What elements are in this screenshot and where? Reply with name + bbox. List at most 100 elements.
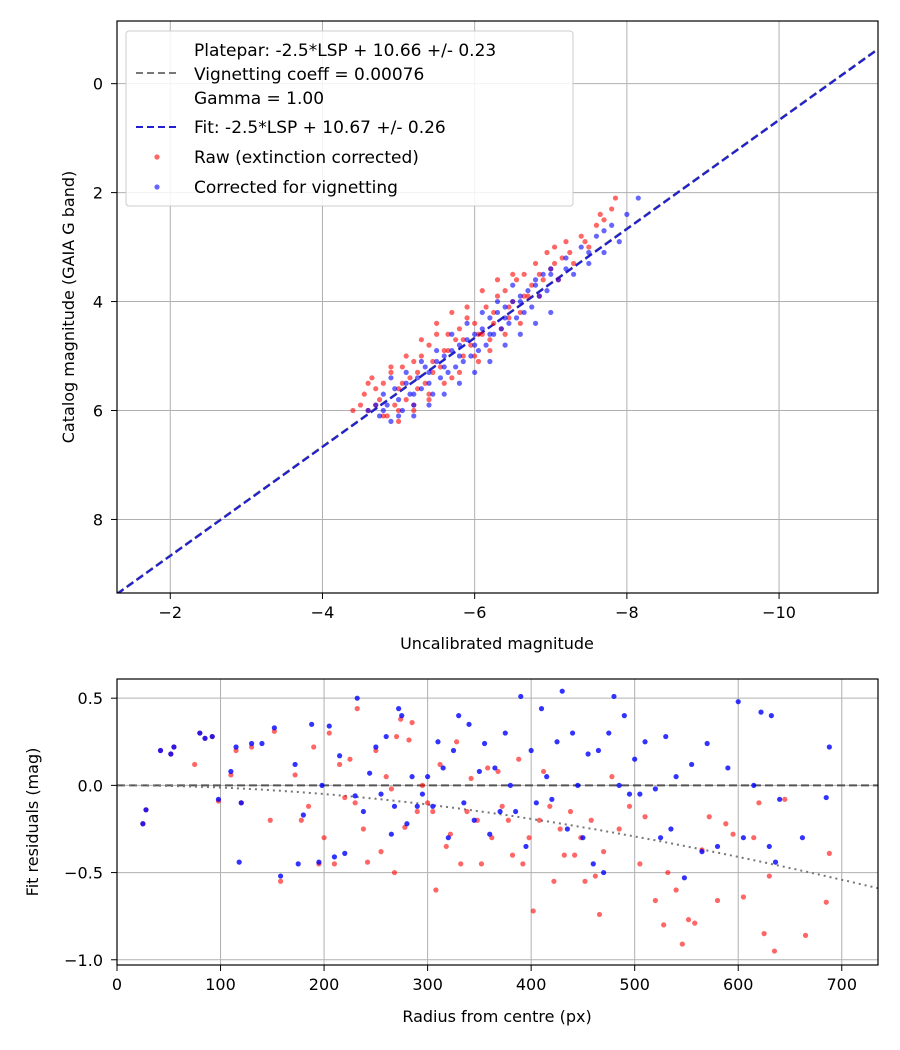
raw-residual-point: [530, 908, 536, 914]
corrected-point: [487, 358, 493, 365]
raw-residual-point: [337, 761, 343, 768]
corrected-point: [456, 353, 463, 359]
raw-point: [586, 244, 592, 250]
raw-residual-point: [326, 730, 332, 736]
corrected-residual-point: [481, 740, 488, 747]
bottom-y-tick-label: −1.0: [64, 951, 103, 970]
raw-residual-point: [642, 814, 648, 820]
raw-residual-point: [364, 859, 371, 865]
raw-point: [449, 375, 455, 381]
raw-point: [437, 364, 444, 370]
raw-residual-point: [378, 849, 384, 855]
corrected-point: [506, 320, 512, 326]
corrected-residual-point: [404, 821, 410, 827]
raw-point: [502, 288, 508, 294]
corrected-residual-point: [414, 803, 420, 809]
corrected-point: [571, 271, 577, 277]
raw-point: [472, 353, 478, 359]
raw-residual-point: [464, 808, 470, 815]
corrected-point: [395, 397, 402, 403]
raw-residual-point: [661, 922, 667, 928]
raw-point: [434, 331, 440, 337]
raw-point: [395, 386, 402, 392]
corrected-residual-point: [487, 831, 493, 837]
raw-point: [601, 217, 607, 223]
corrected-point: [380, 391, 386, 397]
corrected-residual-point: [354, 695, 360, 701]
raw-point: [468, 342, 474, 348]
raw-point: [384, 413, 390, 419]
raw-residual-point: [626, 803, 633, 809]
corrected-point: [399, 407, 405, 414]
corrected-residual-point: [652, 786, 658, 792]
corrected-point: [601, 249, 607, 256]
bottom-grid: [116, 679, 878, 965]
raw-residual-point: [499, 803, 505, 809]
legend-raw-marker: [154, 154, 160, 160]
corrected-point: [593, 233, 600, 239]
corrected-residual-point: [580, 835, 586, 841]
raw-point: [430, 358, 436, 365]
corrected-residual-point: [585, 751, 591, 757]
corrected-residual-point: [326, 723, 332, 729]
corrected-point: [373, 402, 379, 408]
raw-point: [502, 331, 508, 337]
corrected-residual-point: [626, 791, 633, 797]
raw-residual-point: [567, 808, 574, 815]
legend-corrected-label: Corrected for vignetting: [194, 178, 398, 198]
corrected-residual-point: [461, 800, 467, 806]
corrected-point: [403, 369, 409, 375]
corrected-residual-point: [559, 688, 565, 694]
corrected-point: [494, 298, 501, 305]
raw-residual-point: [685, 917, 692, 923]
raw-point: [532, 260, 539, 267]
bottom-scatter-points: [140, 688, 832, 954]
corrected-residual-point: [450, 747, 457, 754]
legend-platepar-line-3: Gamma = 1.00: [194, 89, 324, 109]
corrected-point: [464, 337, 470, 343]
corrected-residual-point: [492, 765, 498, 771]
corrected-point: [483, 342, 489, 348]
corrected-residual-point: [518, 693, 524, 700]
raw-residual-point: [609, 774, 615, 780]
corrected-residual-point: [168, 751, 174, 757]
raw-residual-point: [414, 808, 420, 815]
corrected-residual-point: [409, 774, 415, 780]
top-y-tick-label: 0: [93, 75, 103, 94]
corrected-point: [430, 391, 436, 397]
raw-residual-point: [572, 852, 578, 858]
raw-point: [399, 364, 405, 370]
residuals-plot: 0 100 200 300 400 500 600 700 0.5 0.0 −0.5 −1.0 Ra…: [23, 678, 879, 1026]
raw-residual-point: [714, 897, 721, 904]
corrected-point: [426, 380, 432, 386]
corrected-point: [472, 331, 478, 337]
corrected-point: [517, 293, 523, 299]
corrected-residual-point: [228, 768, 234, 775]
corrected-residual-point: [668, 826, 674, 832]
corrected-point: [395, 413, 402, 419]
raw-residual-point: [419, 782, 426, 788]
raw-residual-point: [601, 849, 607, 855]
corrected-point: [426, 369, 432, 375]
raw-residual-point: [267, 817, 273, 823]
raw-residual-point: [391, 869, 398, 876]
corrected-point: [411, 413, 417, 419]
corrected-residual-point: [606, 730, 612, 736]
corrected-residual-point: [140, 821, 146, 827]
corrected-residual-point: [772, 859, 779, 865]
corrected-point: [494, 309, 501, 316]
corrected-point: [532, 320, 539, 326]
raw-point: [445, 347, 451, 354]
raw-point: [373, 386, 379, 392]
raw-point: [456, 369, 463, 375]
raw-residual-point: [277, 878, 284, 884]
corrected-point: [426, 402, 432, 408]
corrected-residual-point: [292, 761, 298, 768]
legend-raw-label: Raw (extinction corrected): [194, 148, 419, 168]
corrected-residual-point: [277, 873, 284, 879]
corrected-residual-point: [378, 791, 384, 797]
corrected-residual-point: [699, 849, 705, 855]
raw-residual-point: [311, 744, 317, 750]
raw-residual-point: [751, 835, 757, 841]
corrected-point: [502, 304, 508, 310]
